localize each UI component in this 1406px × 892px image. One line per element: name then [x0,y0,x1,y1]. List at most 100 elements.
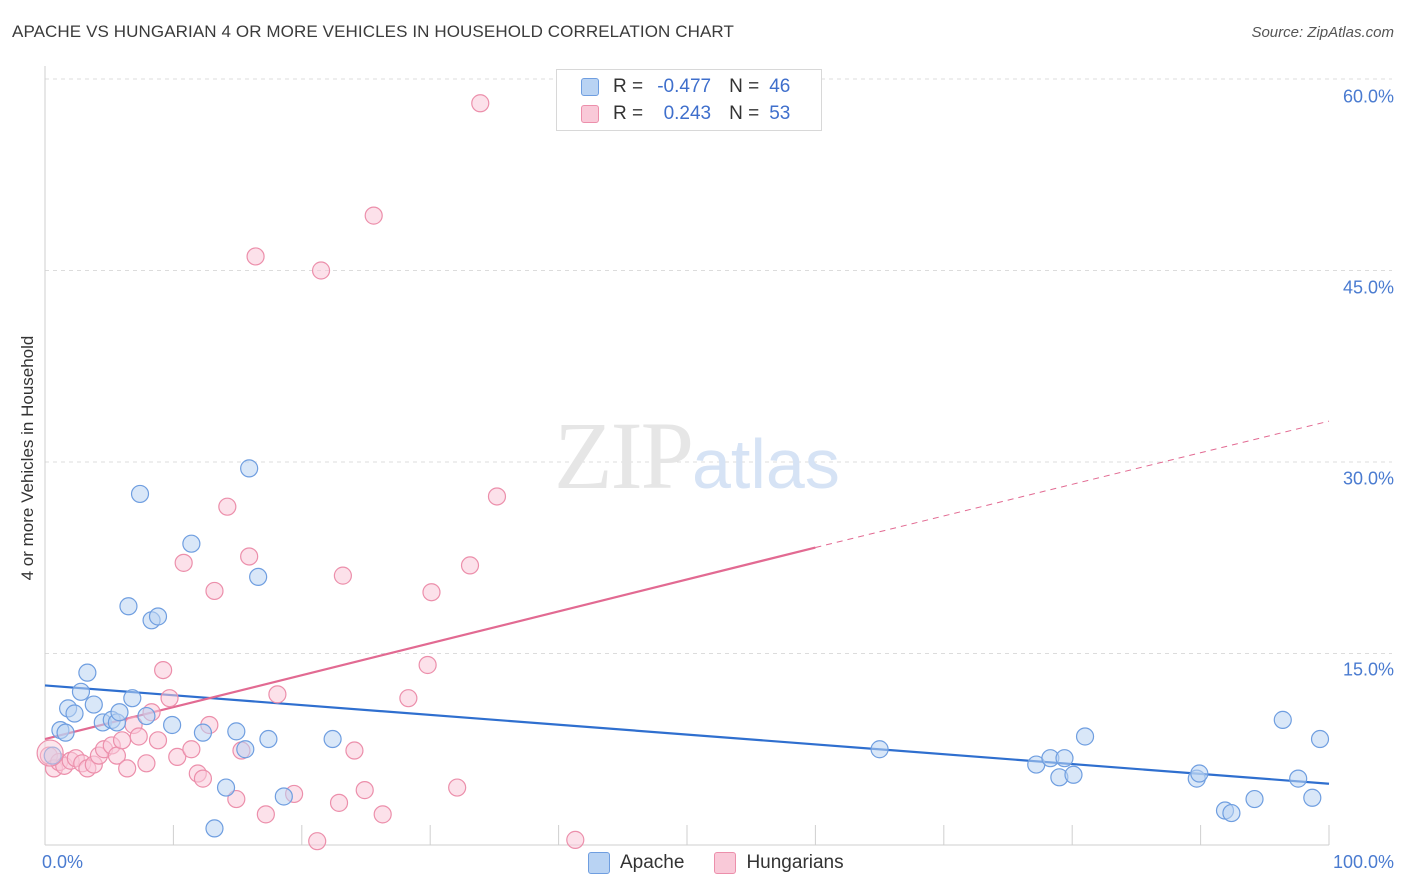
grid-lines [45,78,1392,654]
hungarians-point [182,740,201,759]
y-axis-label: 4 or more Vehicles in Household [18,335,37,581]
apache-point [236,740,255,759]
hungarians-point [168,747,187,767]
apache-swatch [588,852,610,874]
apache-point [148,607,168,626]
r-value: -0.477 [657,76,712,97]
x-tick-label-min: 0.0% [42,852,84,872]
y-tick-label: 15.0% [1342,659,1394,680]
apache-point [43,746,62,765]
hungarians-point [193,769,213,788]
apache-point [193,723,213,742]
watermark-zip: ZIP [554,402,694,509]
hungarians-point [329,793,349,812]
hungarians-point [36,739,64,767]
hungarians-point [154,660,173,680]
apache-point [182,534,201,553]
hungarians-trend-line [44,546,816,741]
hungarians-point [308,832,327,851]
apache-point [1055,749,1074,768]
hungarians-point [422,583,441,602]
hungarians-point [240,547,259,566]
n-value: 46 [769,76,791,97]
r-label: R = [613,103,644,124]
apache-point [137,706,156,726]
apache-point [1075,727,1095,746]
hungarians-point [399,689,418,708]
trend-lines [44,420,1330,785]
legend-label-hungarians: Hungarians [746,852,844,873]
apache-point [227,722,246,741]
data-points [36,94,1330,851]
apache-point [216,778,236,797]
legend-label-apache: Apache [620,852,685,873]
apache-point [56,723,75,742]
hungarians-trend-extension [815,420,1330,549]
hungarians-point [460,556,480,575]
hungarians-point [268,685,287,704]
apache-point [870,740,889,759]
apache-point [123,689,142,708]
hungarians-point [311,261,331,280]
r-label: R = [613,76,644,97]
apache-point [1303,788,1322,807]
apache-point [1273,710,1292,729]
n-label: N = [729,103,760,124]
hungarians-point [256,805,275,824]
legend-row-apache: R = -0.477 N = 46 [581,75,790,99]
hungarians-point [471,94,490,113]
hungarians-point [345,741,364,760]
apache-point [323,729,342,749]
hungarians-point [218,497,237,516]
apache-point [259,729,278,749]
hungarians-point [355,781,374,800]
apache-swatch [581,78,599,96]
apache-point [274,787,293,806]
hungarians-point [418,655,437,675]
apache-point [119,597,138,616]
hungarians-point [137,754,156,773]
apache-trend-line [44,684,1330,785]
axes [44,66,1330,846]
apache-point [84,695,103,714]
hungarians-point [333,566,352,585]
hungarians-point [246,247,265,266]
watermark-atlas: atlas [692,425,840,503]
chart-title: APACHE VS HUNGARIAN 4 OR MORE VEHICLES I… [12,22,734,41]
hungarians-point [160,689,179,708]
hungarians-point [205,581,224,601]
apache-point [1064,765,1083,784]
hungarians-point [566,830,585,849]
apache-point [1310,729,1330,749]
r-value: 0.243 [663,103,712,124]
apache-point [78,663,97,682]
apache-point [240,459,259,478]
apache-point [130,484,150,504]
n-label: N = [729,76,760,97]
x-tick-label-max: 100.0% [1332,852,1394,872]
y-tick-label: 30.0% [1342,468,1394,489]
legend-item-hungarians[interactable]: Hungarians [714,852,844,874]
watermark: ZIPatlas [554,400,840,511]
apache-point [71,682,91,701]
hungarians-point [227,789,246,809]
n-value: 53 [769,103,791,124]
correlation-legend: R = -0.477 N = 46 R = 0.243 N = 53 [556,69,822,131]
apache-point [65,704,84,723]
y-tick-label: 45.0% [1342,277,1394,298]
series-legend: Apache Hungarians [588,852,874,874]
hungarians-point [148,731,168,750]
source-label: Source: ZipAtlas.com [1251,24,1394,41]
apache-point [249,567,268,587]
hungarians-point [129,727,148,746]
apache-point [110,703,129,722]
legend-item-apache[interactable]: Apache [588,852,684,874]
hungarians-swatch [714,852,737,874]
hungarians-point [448,778,467,797]
apache-point [1190,764,1209,783]
legend-row-hungarians: R = 0.243 N = 53 [581,102,790,126]
hungarians-point [373,805,392,824]
apache-point [1289,769,1308,788]
apache-point [163,715,182,735]
